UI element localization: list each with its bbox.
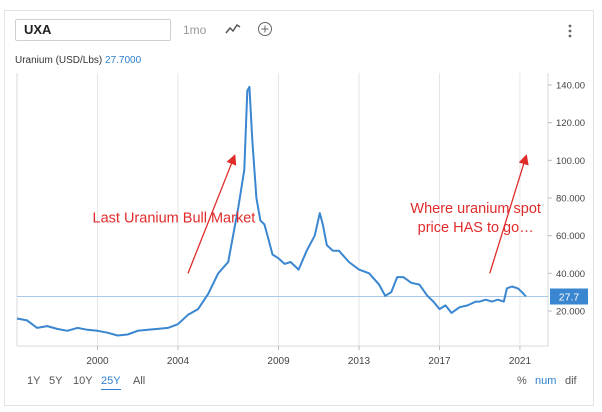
annotation-arrow — [187, 154, 237, 274]
series-line — [16, 85, 527, 337]
y-tick-label: 20.000 — [556, 307, 585, 318]
x-tick-label: 2004 — [167, 356, 190, 367]
x-tick-label: 2021 — [509, 356, 532, 367]
vertical-dots-icon[interactable] — [567, 23, 573, 39]
annotation-text: Where uranium spot — [410, 201, 541, 217]
scale-button-num[interactable]: num — [535, 375, 557, 387]
x-tick-label: 2000 — [86, 356, 109, 367]
range-button-10y[interactable]: 10Y — [73, 375, 93, 387]
y-tick-label: 140.00 — [556, 81, 585, 92]
y-tick-label: 100.00 — [556, 156, 585, 167]
annotation-text: Last Uranium Bull Market — [93, 210, 256, 226]
y-tick-label: 60.000 — [556, 231, 585, 242]
toolbar: UXA 1mo — [5, 11, 593, 47]
last-price-tag-label: 27.7 — [559, 291, 580, 303]
range-button-25y[interactable]: 25Y — [101, 373, 121, 390]
period-selector[interactable]: 1mo — [183, 23, 207, 37]
last-price-tag — [550, 288, 588, 305]
scale-button-percent[interactable]: % — [517, 375, 527, 387]
x-tick-label: 2009 — [267, 356, 290, 367]
range-button-5y[interactable]: 5Y — [49, 375, 63, 387]
annotation-text: price HAS to go… — [418, 220, 534, 236]
range-button-all[interactable]: All — [133, 375, 146, 387]
y-tick-label: 80.000 — [556, 194, 585, 205]
plus-circle-icon[interactable] — [257, 21, 273, 37]
series-name: Uranium (USD/Lbs) — [15, 55, 103, 66]
line-chart-icon[interactable] — [225, 21, 241, 37]
x-tick-label: 2017 — [428, 356, 451, 367]
chart-widget: UXA 1mo Uranium (USD/Lbs) 27.7000 2000 20… — [4, 10, 594, 406]
range-button-1y[interactable]: 1Y — [27, 375, 41, 387]
series-label: Uranium (USD/Lbs) 27.7000 — [15, 55, 141, 66]
x-tick-label: 2013 — [348, 356, 371, 367]
y-tick-label: 120.00 — [556, 118, 585, 129]
ticker-input[interactable]: UXA — [15, 19, 171, 41]
series-value: 27.7000 — [105, 55, 142, 66]
line-chart: 2000 2004 2009 2013 2017 2021 20.000 40.000 60.0… — [16, 73, 588, 367]
annotation-arrow — [489, 154, 529, 274]
y-tick-label: 40.000 — [556, 269, 585, 280]
scale-button-dif[interactable]: dif — [565, 375, 577, 387]
